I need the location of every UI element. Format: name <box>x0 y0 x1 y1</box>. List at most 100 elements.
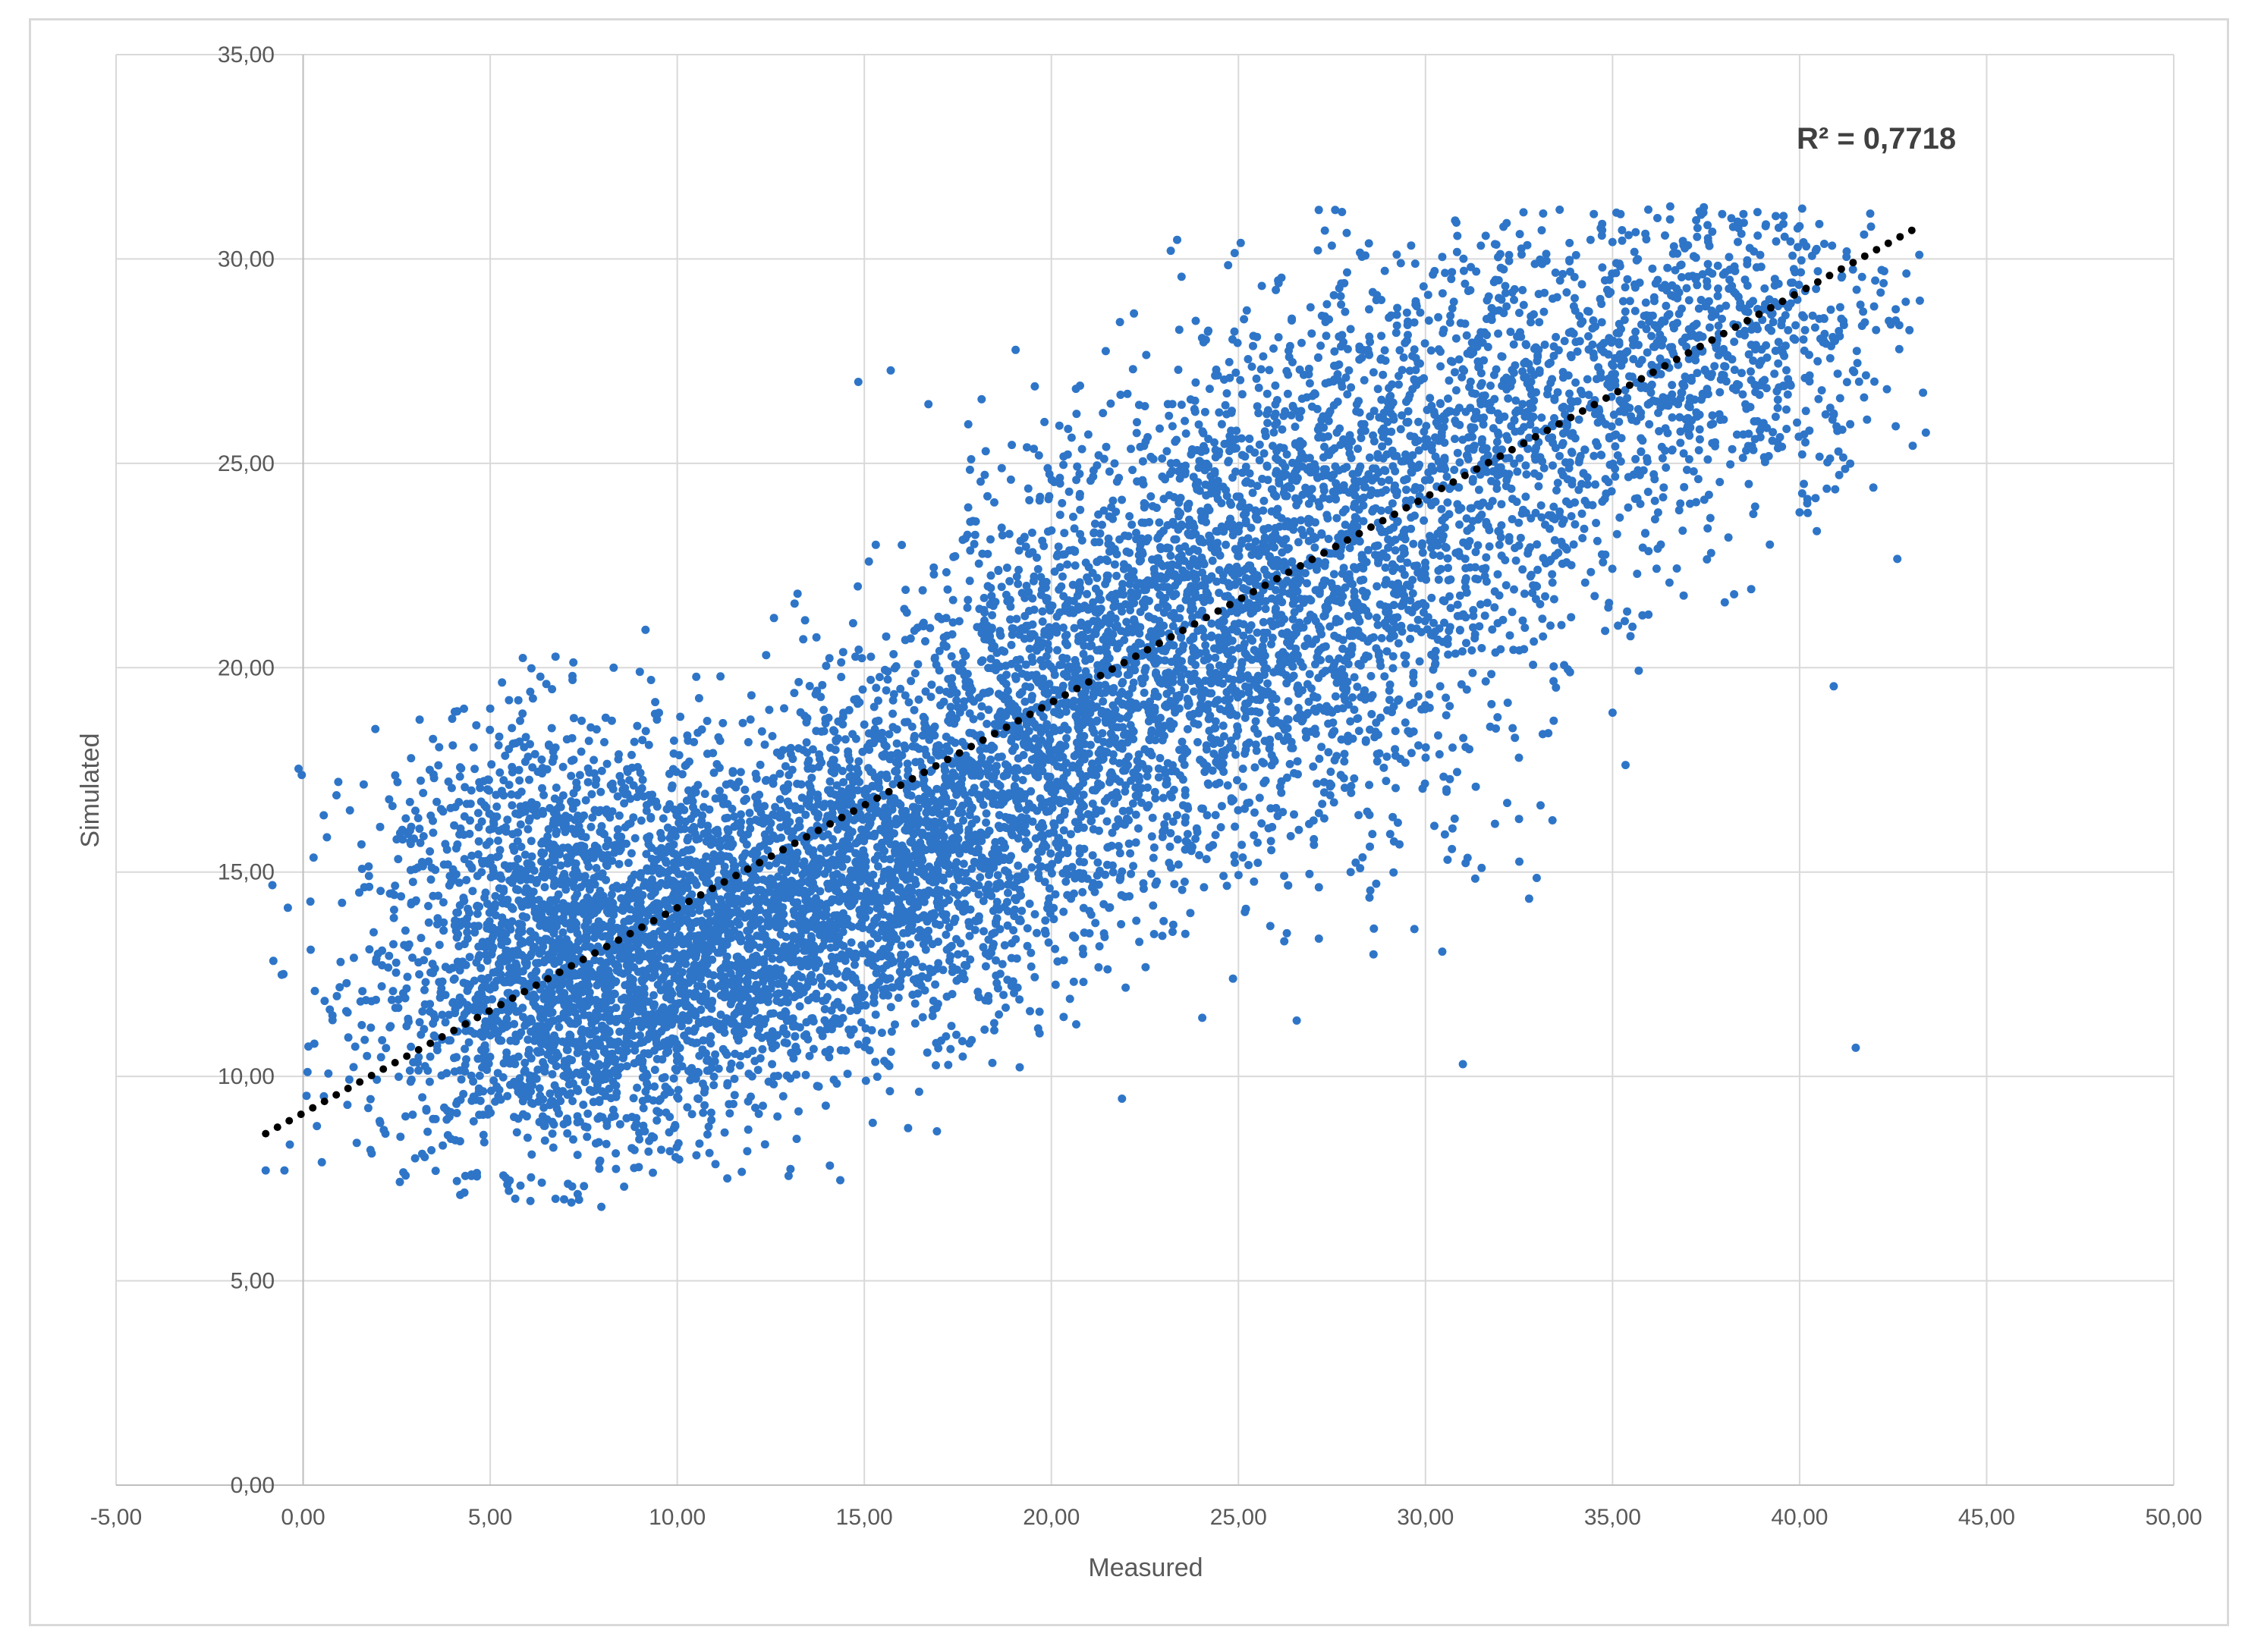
data-point <box>760 802 769 811</box>
data-point <box>420 956 429 965</box>
data-point <box>891 1020 899 1029</box>
data-point <box>873 899 882 908</box>
data-point <box>556 861 565 870</box>
data-point <box>981 962 990 971</box>
data-point <box>674 1138 683 1148</box>
data-point <box>417 934 426 943</box>
data-point <box>520 1058 530 1067</box>
data-point <box>871 1057 880 1066</box>
data-point <box>955 902 964 911</box>
data-point <box>766 969 775 978</box>
data-point <box>954 950 963 959</box>
data-point <box>769 810 778 819</box>
data-point <box>461 1026 470 1035</box>
data-point <box>537 857 546 866</box>
data-point <box>715 981 724 991</box>
data-point <box>483 1017 492 1026</box>
data-point <box>364 872 373 881</box>
data-point <box>705 928 714 937</box>
data-point <box>921 846 930 855</box>
data-point <box>663 903 672 912</box>
data-point <box>495 1036 505 1045</box>
data-point <box>494 925 502 934</box>
data-point <box>693 991 702 1000</box>
data-point <box>571 903 580 912</box>
data-point <box>512 1128 521 1137</box>
data-point <box>723 1174 732 1183</box>
data-point <box>754 817 763 826</box>
data-point <box>461 960 470 969</box>
data-point <box>389 913 398 922</box>
data-point <box>512 1082 521 1091</box>
data-point <box>606 1006 615 1015</box>
data-point <box>349 953 358 963</box>
data-point <box>942 568 951 576</box>
data-point <box>871 1010 880 1019</box>
data-point <box>765 705 774 715</box>
data-point <box>765 861 774 870</box>
data-point <box>766 1010 775 1018</box>
data-point <box>328 1016 337 1025</box>
data-point <box>596 969 605 978</box>
data-point <box>573 1151 582 1160</box>
data-point <box>484 973 493 982</box>
data-point <box>460 1010 469 1019</box>
data-point <box>755 1015 764 1024</box>
data-point <box>402 984 411 993</box>
data-point <box>709 891 719 900</box>
data-point <box>976 711 986 721</box>
data-point <box>784 989 793 998</box>
data-point <box>709 749 718 758</box>
data-point <box>634 967 643 976</box>
data-point <box>378 961 387 970</box>
data-point <box>871 540 880 549</box>
data-point <box>903 928 912 937</box>
data-point <box>811 689 820 699</box>
data-point <box>920 866 929 875</box>
data-point <box>751 769 760 778</box>
data-point <box>516 1181 525 1190</box>
data-point <box>494 836 502 845</box>
data-point <box>622 1062 631 1071</box>
data-point <box>641 968 650 977</box>
data-point <box>711 857 720 865</box>
data-point <box>882 834 891 843</box>
data-point <box>813 1082 822 1091</box>
data-point <box>730 1091 739 1100</box>
data-point <box>834 937 843 947</box>
data-point <box>701 991 710 1000</box>
data-point <box>868 1118 877 1127</box>
data-point <box>860 837 869 846</box>
data-point <box>720 862 729 872</box>
data-point <box>753 1031 763 1040</box>
data-point <box>703 717 712 725</box>
data-point <box>653 1030 662 1039</box>
data-point <box>777 833 786 842</box>
data-point <box>851 849 860 858</box>
data-point <box>871 809 880 818</box>
data-point <box>703 1056 712 1065</box>
data-point <box>1051 980 1060 989</box>
data-point <box>435 941 444 950</box>
data-point <box>422 1106 431 1115</box>
data-point <box>911 897 920 906</box>
data-point <box>860 907 869 916</box>
data-point <box>704 1122 713 1131</box>
data-point <box>880 1057 888 1066</box>
data-point <box>557 944 566 953</box>
data-point <box>829 835 838 843</box>
data-point <box>700 790 709 799</box>
data-point <box>1009 881 1018 890</box>
data-point <box>694 1068 703 1077</box>
data-point <box>800 919 809 928</box>
data-point <box>647 875 656 884</box>
data-point <box>615 1027 624 1036</box>
data-point <box>865 739 874 748</box>
data-point <box>478 942 487 950</box>
data-point <box>694 931 703 940</box>
data-point <box>686 1076 695 1085</box>
data-point <box>1076 505 1085 514</box>
data-point <box>774 989 783 998</box>
data-point <box>762 834 771 843</box>
data-point <box>549 1057 558 1066</box>
